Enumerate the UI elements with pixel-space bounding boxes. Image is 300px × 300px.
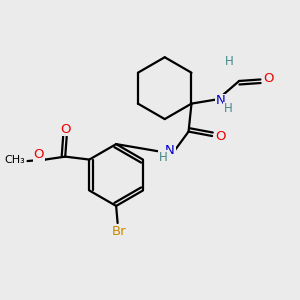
Text: CH₃: CH₃: [5, 154, 26, 165]
Text: H: H: [159, 151, 167, 164]
Text: O: O: [60, 123, 70, 136]
Text: H: H: [224, 102, 233, 115]
Text: H: H: [224, 55, 233, 68]
Text: O: O: [34, 148, 44, 161]
Text: O: O: [216, 130, 226, 142]
Text: Br: Br: [112, 225, 126, 238]
Text: N: N: [215, 94, 225, 107]
Text: N: N: [165, 144, 175, 157]
Text: O: O: [263, 71, 274, 85]
